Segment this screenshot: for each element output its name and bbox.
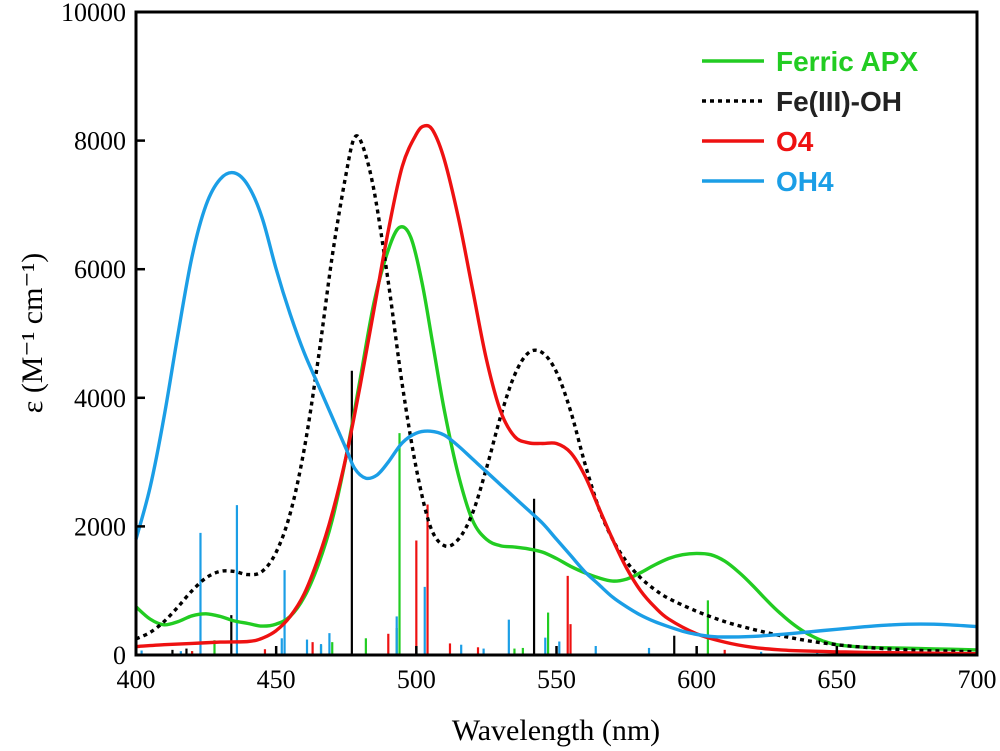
x-tick-label-2: 500 xyxy=(397,665,436,694)
legend-label-0: Ferric APX xyxy=(776,46,918,77)
x-tick-label-0: 400 xyxy=(117,665,156,694)
y-tick-label-3: 6000 xyxy=(74,255,126,284)
y-tick-label-5: 10000 xyxy=(61,0,126,27)
series-line-2 xyxy=(135,123,978,656)
series-line-3 xyxy=(134,170,978,639)
legend-label-3: OH4 xyxy=(776,166,834,197)
y-tick-label-2: 4000 xyxy=(74,384,126,413)
y-axis-title: ε (M⁻¹ cm⁻¹) xyxy=(16,253,49,414)
stick-spectra xyxy=(140,370,819,655)
x-tick-label-3: 550 xyxy=(537,665,576,694)
x-tick-label-1: 450 xyxy=(257,665,296,694)
curves xyxy=(134,123,978,656)
y-tick-label-1: 2000 xyxy=(74,512,126,541)
x-tick-label-6: 700 xyxy=(958,665,997,694)
x-tick-label-4: 600 xyxy=(677,665,716,694)
x-axis-title: Wavelength (nm) xyxy=(452,714,660,747)
y-tick-label-4: 8000 xyxy=(74,127,126,156)
tick-labels: 400 450 500 550 600 650 700 0 2000 4000 6000 8000 10… xyxy=(61,0,997,694)
x-tick-label-5: 650 xyxy=(817,665,856,694)
legend-label-1: Fe(III)-OH xyxy=(776,86,902,117)
legend-label-2: O4 xyxy=(776,126,814,157)
series-line-1 xyxy=(135,134,978,654)
series-line-0 xyxy=(134,225,978,652)
legend: Ferric APX Fe(III)-OH O4 OH4 xyxy=(702,46,918,197)
y-tick-label-0: 0 xyxy=(113,641,126,670)
